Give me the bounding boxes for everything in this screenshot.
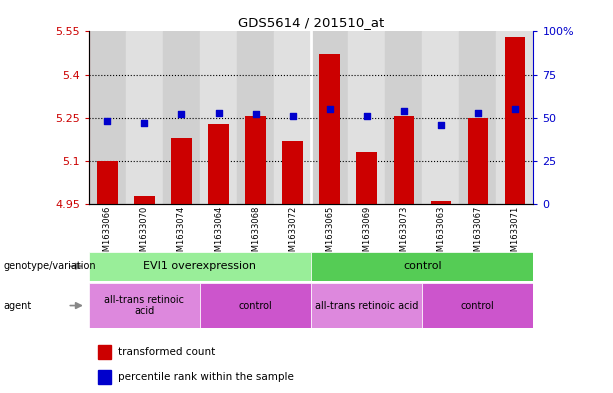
Bar bbox=[311, 31, 348, 204]
Text: genotype/variation: genotype/variation bbox=[3, 261, 96, 271]
Text: control: control bbox=[238, 301, 272, 310]
Bar bbox=[89, 252, 311, 281]
Bar bbox=[89, 283, 200, 328]
Bar bbox=[171, 138, 192, 204]
Text: EVI1 overexpression: EVI1 overexpression bbox=[143, 261, 256, 271]
Bar bbox=[97, 161, 118, 204]
Point bbox=[177, 111, 186, 118]
Title: GDS5614 / 201510_at: GDS5614 / 201510_at bbox=[238, 16, 384, 29]
Bar bbox=[208, 124, 229, 204]
Bar bbox=[89, 31, 126, 204]
Bar bbox=[237, 31, 274, 204]
Text: transformed count: transformed count bbox=[118, 347, 215, 357]
Text: agent: agent bbox=[3, 301, 31, 310]
Point bbox=[473, 110, 482, 116]
Point bbox=[102, 118, 112, 125]
Bar bbox=[357, 152, 377, 204]
Point bbox=[287, 113, 297, 119]
Bar bbox=[200, 283, 311, 328]
Point bbox=[325, 106, 335, 112]
Bar bbox=[97, 370, 111, 384]
Bar bbox=[163, 31, 200, 204]
Text: percentile rank within the sample: percentile rank within the sample bbox=[118, 372, 294, 382]
Bar bbox=[430, 202, 451, 204]
Point bbox=[510, 106, 520, 112]
Bar bbox=[283, 141, 303, 204]
Bar bbox=[134, 196, 154, 204]
Bar bbox=[422, 31, 459, 204]
Bar bbox=[385, 31, 422, 204]
Bar bbox=[394, 116, 414, 204]
Bar bbox=[459, 31, 497, 204]
Point bbox=[251, 111, 261, 118]
Point bbox=[362, 113, 371, 119]
Bar bbox=[504, 37, 525, 204]
Text: control: control bbox=[461, 301, 495, 310]
Bar bbox=[245, 116, 265, 204]
Bar bbox=[319, 55, 340, 204]
Point bbox=[399, 108, 409, 114]
Bar bbox=[311, 252, 533, 281]
Point bbox=[436, 122, 446, 128]
Bar bbox=[200, 31, 237, 204]
Bar bbox=[311, 283, 422, 328]
Bar bbox=[274, 31, 311, 204]
Bar bbox=[348, 31, 385, 204]
Bar bbox=[422, 283, 533, 328]
Text: all-trans retinoic acid: all-trans retinoic acid bbox=[315, 301, 418, 310]
Bar bbox=[97, 345, 111, 360]
Text: all-trans retinoic
acid: all-trans retinoic acid bbox=[104, 295, 185, 316]
Bar bbox=[497, 31, 533, 204]
Text: control: control bbox=[403, 261, 441, 271]
Bar bbox=[468, 118, 488, 204]
Point bbox=[213, 110, 223, 116]
Point bbox=[140, 120, 150, 126]
Bar bbox=[126, 31, 163, 204]
